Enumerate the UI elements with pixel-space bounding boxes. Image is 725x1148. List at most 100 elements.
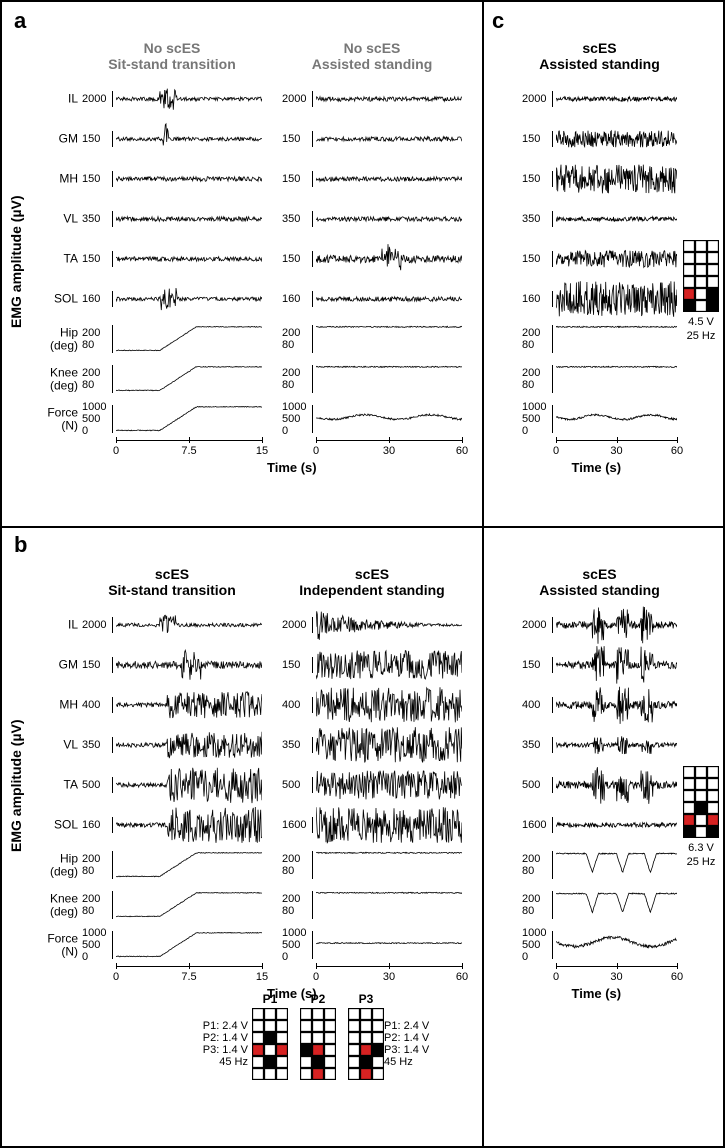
trace-scale: 400 xyxy=(282,699,300,711)
trace-scale: 1000 500 0 xyxy=(82,927,106,963)
electrode-program-label: P3 xyxy=(348,992,384,1006)
trace-row: 200 80 xyxy=(522,360,677,398)
trace-scale: 160 xyxy=(522,293,540,305)
trace-scale: 150 xyxy=(522,253,540,265)
trace-plot xyxy=(556,686,677,724)
trace-scale: 200 80 xyxy=(282,853,300,877)
trace-scale: 150 xyxy=(82,253,100,265)
panel-label-c: c xyxy=(492,8,504,34)
trace-plot xyxy=(116,160,262,198)
trace-scale: 1000 500 0 xyxy=(82,401,106,437)
trace-row: Hip(deg)200 80 xyxy=(82,320,262,358)
trace-scale: 2000 xyxy=(282,93,306,105)
trace-scale-bar xyxy=(112,851,113,879)
electrode-program-params: P1: 2.4 V P2: 1.4 V P3: 1.4 V 45 Hz xyxy=(384,1020,472,1068)
trace-scale: 1000 500 0 xyxy=(522,401,546,437)
trace-plot xyxy=(116,400,262,438)
trace-scale-bar xyxy=(552,291,553,307)
trace-row: 200 80 xyxy=(522,846,677,884)
trace-row: 2000 xyxy=(522,80,677,118)
trace-scale: 200 80 xyxy=(282,327,300,351)
column-heading: No scES Sit-stand transition xyxy=(82,40,262,72)
x-tick xyxy=(262,963,263,969)
trace-plot xyxy=(116,846,262,884)
trace-plot xyxy=(556,806,677,844)
electrode-program-label: P2 xyxy=(300,992,336,1006)
trace-scale: 350 xyxy=(282,213,300,225)
trace-scale-bar xyxy=(312,697,313,713)
trace-label: Force(N) xyxy=(47,406,82,431)
column-heading: scES Sit-stand transition xyxy=(82,566,262,598)
trace-label: GM xyxy=(59,659,82,672)
trace-plot xyxy=(316,200,462,238)
trace-plot xyxy=(116,120,262,158)
trace-label: IL xyxy=(68,619,82,632)
x-tick xyxy=(189,963,190,969)
trace-plot xyxy=(556,886,677,924)
trace-scale: 160 xyxy=(82,293,100,305)
x-tick xyxy=(462,963,463,969)
trace-scale-bar xyxy=(552,91,553,107)
trace-plot xyxy=(556,320,677,358)
x-tick-label: 0 xyxy=(313,445,319,457)
trace-plot xyxy=(116,606,262,644)
trace-scale: 500 xyxy=(82,779,100,791)
trace-plot xyxy=(316,80,462,118)
trace-scale: 150 xyxy=(282,253,300,265)
trace-scale-bar xyxy=(112,325,113,353)
trace-scale-bar xyxy=(112,817,113,833)
trace-plot xyxy=(316,846,462,884)
trace-scale: 1600 xyxy=(282,819,306,831)
trace-scale-bar xyxy=(312,291,313,307)
trace-row: IL2000 xyxy=(82,606,262,644)
trace-scale-bar xyxy=(312,171,313,187)
trace-row: 350 xyxy=(522,200,677,238)
trace-scale-bar xyxy=(552,737,553,753)
trace-row: 1000 500 0 xyxy=(522,926,677,964)
trace-scale: 200 80 xyxy=(522,853,540,877)
trace-row: 150 xyxy=(282,240,462,278)
trace-scale-bar xyxy=(312,931,313,959)
trace-plot xyxy=(116,886,262,924)
trace-scale: 400 xyxy=(522,699,540,711)
x-axis: 03060 xyxy=(556,966,677,985)
trace-row: VL350 xyxy=(82,200,262,238)
trace-scale-bar xyxy=(552,891,553,919)
y-axis-label: EMG amplitude (µV) xyxy=(8,686,24,886)
trace-scale-bar xyxy=(312,617,313,633)
trace-plot xyxy=(116,280,262,318)
trace-plot xyxy=(556,240,677,278)
trace-scale-bar xyxy=(112,211,113,227)
trace-row: 400 xyxy=(522,686,677,724)
trace-label: VL xyxy=(63,213,82,226)
x-tick-label: 30 xyxy=(610,445,622,457)
trace-scale-bar xyxy=(552,131,553,147)
trace-scale-bar xyxy=(552,777,553,793)
x-tick xyxy=(389,963,390,969)
trace-scale-bar xyxy=(552,325,553,353)
trace-plot xyxy=(556,280,677,318)
trace-scale-bar xyxy=(112,251,113,267)
trace-scale-bar xyxy=(552,251,553,267)
horizontal-divider xyxy=(0,526,725,528)
x-axis: 03060 xyxy=(316,440,462,459)
trace-row: 200 80 xyxy=(282,886,462,924)
trace-row: 500 xyxy=(282,766,462,804)
trace-label: MH xyxy=(59,173,82,186)
trace-label: TA xyxy=(64,779,82,792)
trace-scale-bar xyxy=(112,617,113,633)
trace-plot xyxy=(316,160,462,198)
trace-scale: 200 80 xyxy=(82,893,100,917)
trace-plot xyxy=(556,200,677,238)
trace-scale-bar xyxy=(552,697,553,713)
trace-row: 1600 xyxy=(282,806,462,844)
x-tick xyxy=(116,437,117,443)
trace-row: VL350 xyxy=(82,726,262,764)
electrode-grid xyxy=(252,1008,288,1080)
x-tick-label: 60 xyxy=(456,971,468,983)
trace-scale-bar xyxy=(312,131,313,147)
trace-plot xyxy=(116,360,262,398)
trace-scale-bar xyxy=(312,91,313,107)
trace-row: 150 xyxy=(522,120,677,158)
y-axis-label: EMG amplitude (µV) xyxy=(8,162,24,362)
